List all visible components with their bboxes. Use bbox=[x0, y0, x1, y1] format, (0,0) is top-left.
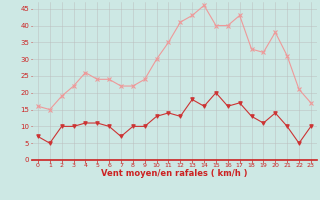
X-axis label: Vent moyen/en rafales ( km/h ): Vent moyen/en rafales ( km/h ) bbox=[101, 169, 248, 178]
